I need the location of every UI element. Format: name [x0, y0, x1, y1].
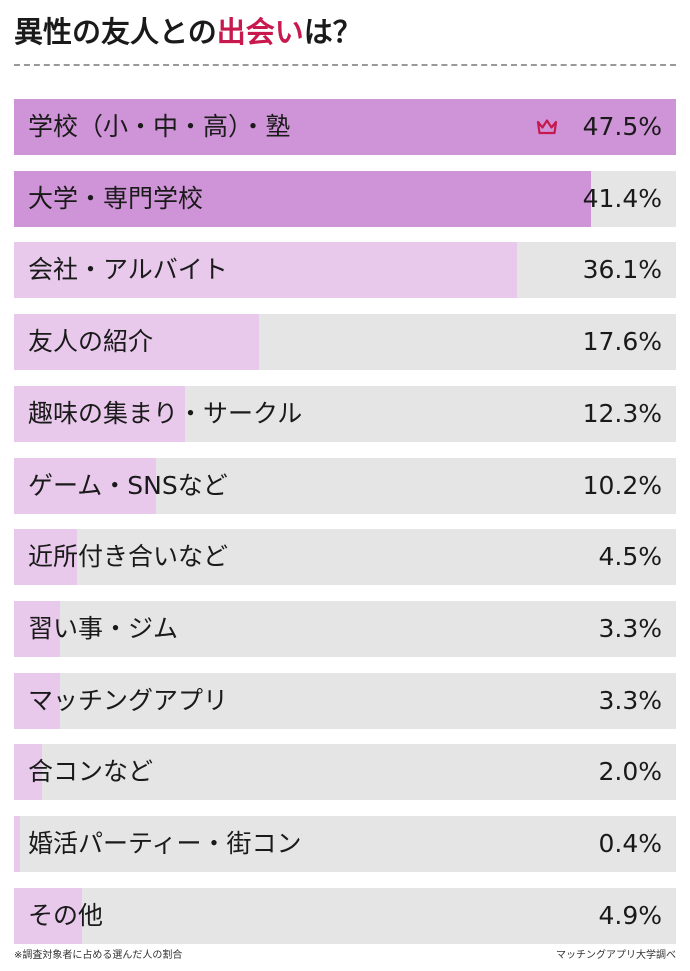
bar-label: 習い事・ジム	[28, 614, 179, 643]
source-note: マッチングアプリ大学調べ	[556, 950, 676, 961]
bar-row: 習い事・ジム 3.3%	[14, 601, 676, 657]
bar-row: 大学・専門学校 41.4%	[14, 171, 676, 227]
bar-value-label: 3.3%	[598, 686, 662, 715]
bar-row: その他 4.9%	[14, 888, 676, 944]
bar-row: マッチングアプリ 3.3%	[14, 673, 676, 729]
bar-label: その他	[28, 901, 104, 930]
bar-row: 趣味の集まり・サークル 12.3%	[14, 386, 676, 442]
bar-fill	[14, 386, 186, 442]
dashed-divider	[14, 64, 676, 66]
bar-fill	[14, 744, 42, 800]
chart-title: 異性の友人との出会いは？	[14, 12, 362, 52]
bar-label: 会社・アルバイト	[28, 255, 228, 284]
bar-fill	[14, 601, 60, 657]
bar-value-label: 36.1%	[582, 255, 662, 284]
bar-row: 友人の紹介 17.6%	[14, 314, 676, 370]
crown-icon	[536, 119, 558, 135]
bar-label: マッチングアプリ	[28, 686, 229, 715]
bar-value-label: 10.2%	[582, 471, 662, 500]
title-part-1: 異性の友人との	[14, 15, 217, 49]
bar-label: 趣味の集まり・サークル	[28, 399, 303, 428]
bar-value-label: 3.3%	[598, 614, 662, 643]
bar-label: 近所付き合いなど	[28, 542, 229, 571]
bar-value-label: 12.3%	[582, 399, 662, 428]
title-part-2: は？	[303, 15, 362, 49]
bar-fill	[14, 99, 676, 155]
bar-value-label: 47.5%	[582, 112, 662, 141]
bar-fill	[14, 529, 77, 585]
bar-fill	[14, 458, 157, 514]
bar-label: ゲーム・SNSなど	[28, 471, 228, 500]
bar-value-label: 2.0%	[598, 757, 662, 786]
bar-fill	[14, 171, 591, 227]
bar-row: 会社・アルバイト 36.1%	[14, 242, 676, 298]
bar-label: 学校（小・中・高）・塾	[28, 112, 291, 141]
bar-fill	[14, 242, 518, 298]
bar-label: 婚活パーティー・街コン	[28, 829, 302, 858]
bar-label: 友人の紹介	[28, 327, 154, 356]
bar-row: 合コンなど 2.0%	[14, 744, 676, 800]
bar-value-label: 4.9%	[598, 901, 662, 930]
bar-value-label: 4.5%	[598, 542, 662, 571]
bar-row: 学校（小・中・高）・塾 47.5%	[14, 99, 676, 155]
bar-fill	[14, 816, 20, 872]
bar-fill	[14, 314, 260, 370]
bar-label: 大学・専門学校	[28, 184, 204, 213]
bar-fill	[14, 888, 83, 944]
bar-value-label: 41.4%	[582, 184, 662, 213]
bar-value-label: 17.6%	[582, 327, 662, 356]
title-highlight: 出会い	[216, 15, 304, 49]
bar-label: 合コンなど	[28, 757, 154, 786]
bar-row: ゲーム・SNSなど 10.2%	[14, 458, 676, 514]
bar-row: 婚活パーティー・街コン 0.4%	[14, 816, 676, 872]
footnote: ※調査対象者に占める選んだ人の割合	[14, 950, 183, 961]
bar-value-label: 0.4%	[598, 829, 662, 858]
bar-fill	[14, 673, 60, 729]
bar-row: 近所付き合いなど 4.5%	[14, 529, 676, 585]
